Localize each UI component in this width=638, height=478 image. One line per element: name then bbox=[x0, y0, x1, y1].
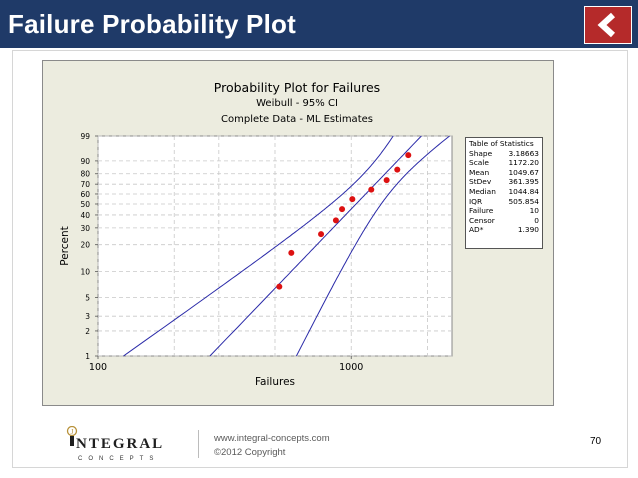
y-tick-label: 99 bbox=[80, 132, 90, 141]
statistics-title: Table of Statistics bbox=[469, 139, 534, 148]
stat-row: Failure 10 bbox=[466, 206, 542, 216]
stat-label: StDev bbox=[469, 177, 492, 187]
logo-subtitle: CONCEPTS bbox=[78, 456, 160, 462]
stat-row: IQR 505.854 bbox=[466, 197, 542, 207]
chart-title: Probability Plot for Failures bbox=[214, 80, 380, 95]
y-axis-label: Percent bbox=[59, 226, 71, 266]
stat-value: 1049.67 bbox=[508, 167, 539, 177]
stat-value: 1044.84 bbox=[508, 186, 539, 196]
data-point bbox=[349, 196, 356, 203]
stat-label: Censor bbox=[469, 215, 495, 225]
stat-value: 10 bbox=[529, 206, 539, 216]
y-tick-label: 60 bbox=[80, 190, 90, 199]
y-tick-label: 50 bbox=[80, 200, 90, 209]
data-point bbox=[288, 249, 295, 256]
y-tick-label: 90 bbox=[80, 157, 90, 166]
stat-value: 1.390 bbox=[517, 225, 539, 235]
back-button[interactable] bbox=[584, 6, 632, 44]
data-point bbox=[405, 152, 412, 159]
stat-row: Shape 3.18663 bbox=[466, 149, 542, 159]
stat-row: Median 1044.84 bbox=[466, 187, 542, 197]
chevron-left-icon bbox=[597, 12, 616, 38]
logo-mark-icon: J bbox=[66, 426, 78, 446]
y-tick-label: 40 bbox=[80, 211, 90, 220]
y-tick-label: 3 bbox=[85, 312, 90, 321]
y-tick-label: 5 bbox=[85, 293, 90, 302]
slide-frame bbox=[12, 50, 628, 468]
data-point bbox=[368, 186, 375, 193]
page-number: 70 bbox=[590, 436, 602, 447]
x-tick-label: 1000 bbox=[339, 362, 363, 373]
stat-row: Censor 0 bbox=[466, 216, 542, 226]
slide-title: Failure Probability Plot bbox=[8, 9, 296, 39]
data-point bbox=[383, 177, 390, 184]
ci-lower-bound-line bbox=[123, 135, 394, 357]
y-tick-label: 10 bbox=[80, 268, 90, 277]
stat-row: Mean 1049.67 bbox=[466, 168, 542, 178]
stat-label: Shape bbox=[469, 148, 493, 158]
data-point bbox=[276, 283, 283, 290]
x-axis-label: Failures bbox=[255, 376, 295, 388]
stat-row: Scale 1172.20 bbox=[466, 158, 542, 168]
fitted-line bbox=[209, 135, 422, 357]
stat-value: 3.18663 bbox=[508, 148, 539, 158]
stat-label: Scale bbox=[469, 158, 489, 168]
statistics-table: Table of Statistics Shape 3.18663 Scale 11… bbox=[465, 137, 543, 249]
footer-website-link[interactable]: www.integral-concepts.com bbox=[214, 433, 330, 444]
data-point bbox=[339, 206, 346, 213]
stat-row: AD* 1.390 bbox=[466, 225, 542, 235]
slide-header: Failure Probability Plot bbox=[0, 0, 638, 48]
y-tick-label: 1 bbox=[85, 352, 90, 361]
data-point bbox=[394, 166, 401, 173]
footer-copyright: ©2012 Copyright bbox=[214, 447, 286, 458]
integral-concepts-logo: J NTEGRAL CONCEPTS bbox=[64, 426, 164, 466]
stat-row: StDev 361.395 bbox=[466, 177, 542, 187]
ci-upper-bound-line bbox=[295, 135, 450, 357]
stat-label: Median bbox=[469, 186, 496, 196]
svg-text:J: J bbox=[71, 428, 74, 436]
y-tick-label: 80 bbox=[80, 170, 90, 179]
x-tick-label: 100 bbox=[89, 362, 107, 373]
stat-label: IQR bbox=[469, 196, 483, 206]
data-point bbox=[332, 217, 339, 224]
chart-subtitle-1: Weibull - 95% CI bbox=[256, 98, 338, 109]
stat-value: 0 bbox=[534, 215, 539, 225]
stat-value: 1172.20 bbox=[508, 158, 539, 168]
stat-value: 361.395 bbox=[508, 177, 539, 187]
y-tick-label: 70 bbox=[80, 180, 90, 189]
stat-label: Mean bbox=[469, 167, 490, 177]
y-tick-label: 2 bbox=[85, 327, 90, 336]
data-point bbox=[318, 231, 325, 238]
y-tick-label: 20 bbox=[80, 241, 90, 250]
footer-divider bbox=[198, 430, 199, 458]
stat-label: AD* bbox=[469, 225, 484, 235]
logo-wordmark: NTEGRAL bbox=[76, 436, 165, 452]
stat-label: Failure bbox=[469, 206, 494, 216]
y-tick-label: 30 bbox=[80, 224, 90, 233]
chart-subtitle-2: Complete Data - ML Estimates bbox=[221, 114, 373, 125]
stat-value: 505.854 bbox=[508, 196, 539, 206]
